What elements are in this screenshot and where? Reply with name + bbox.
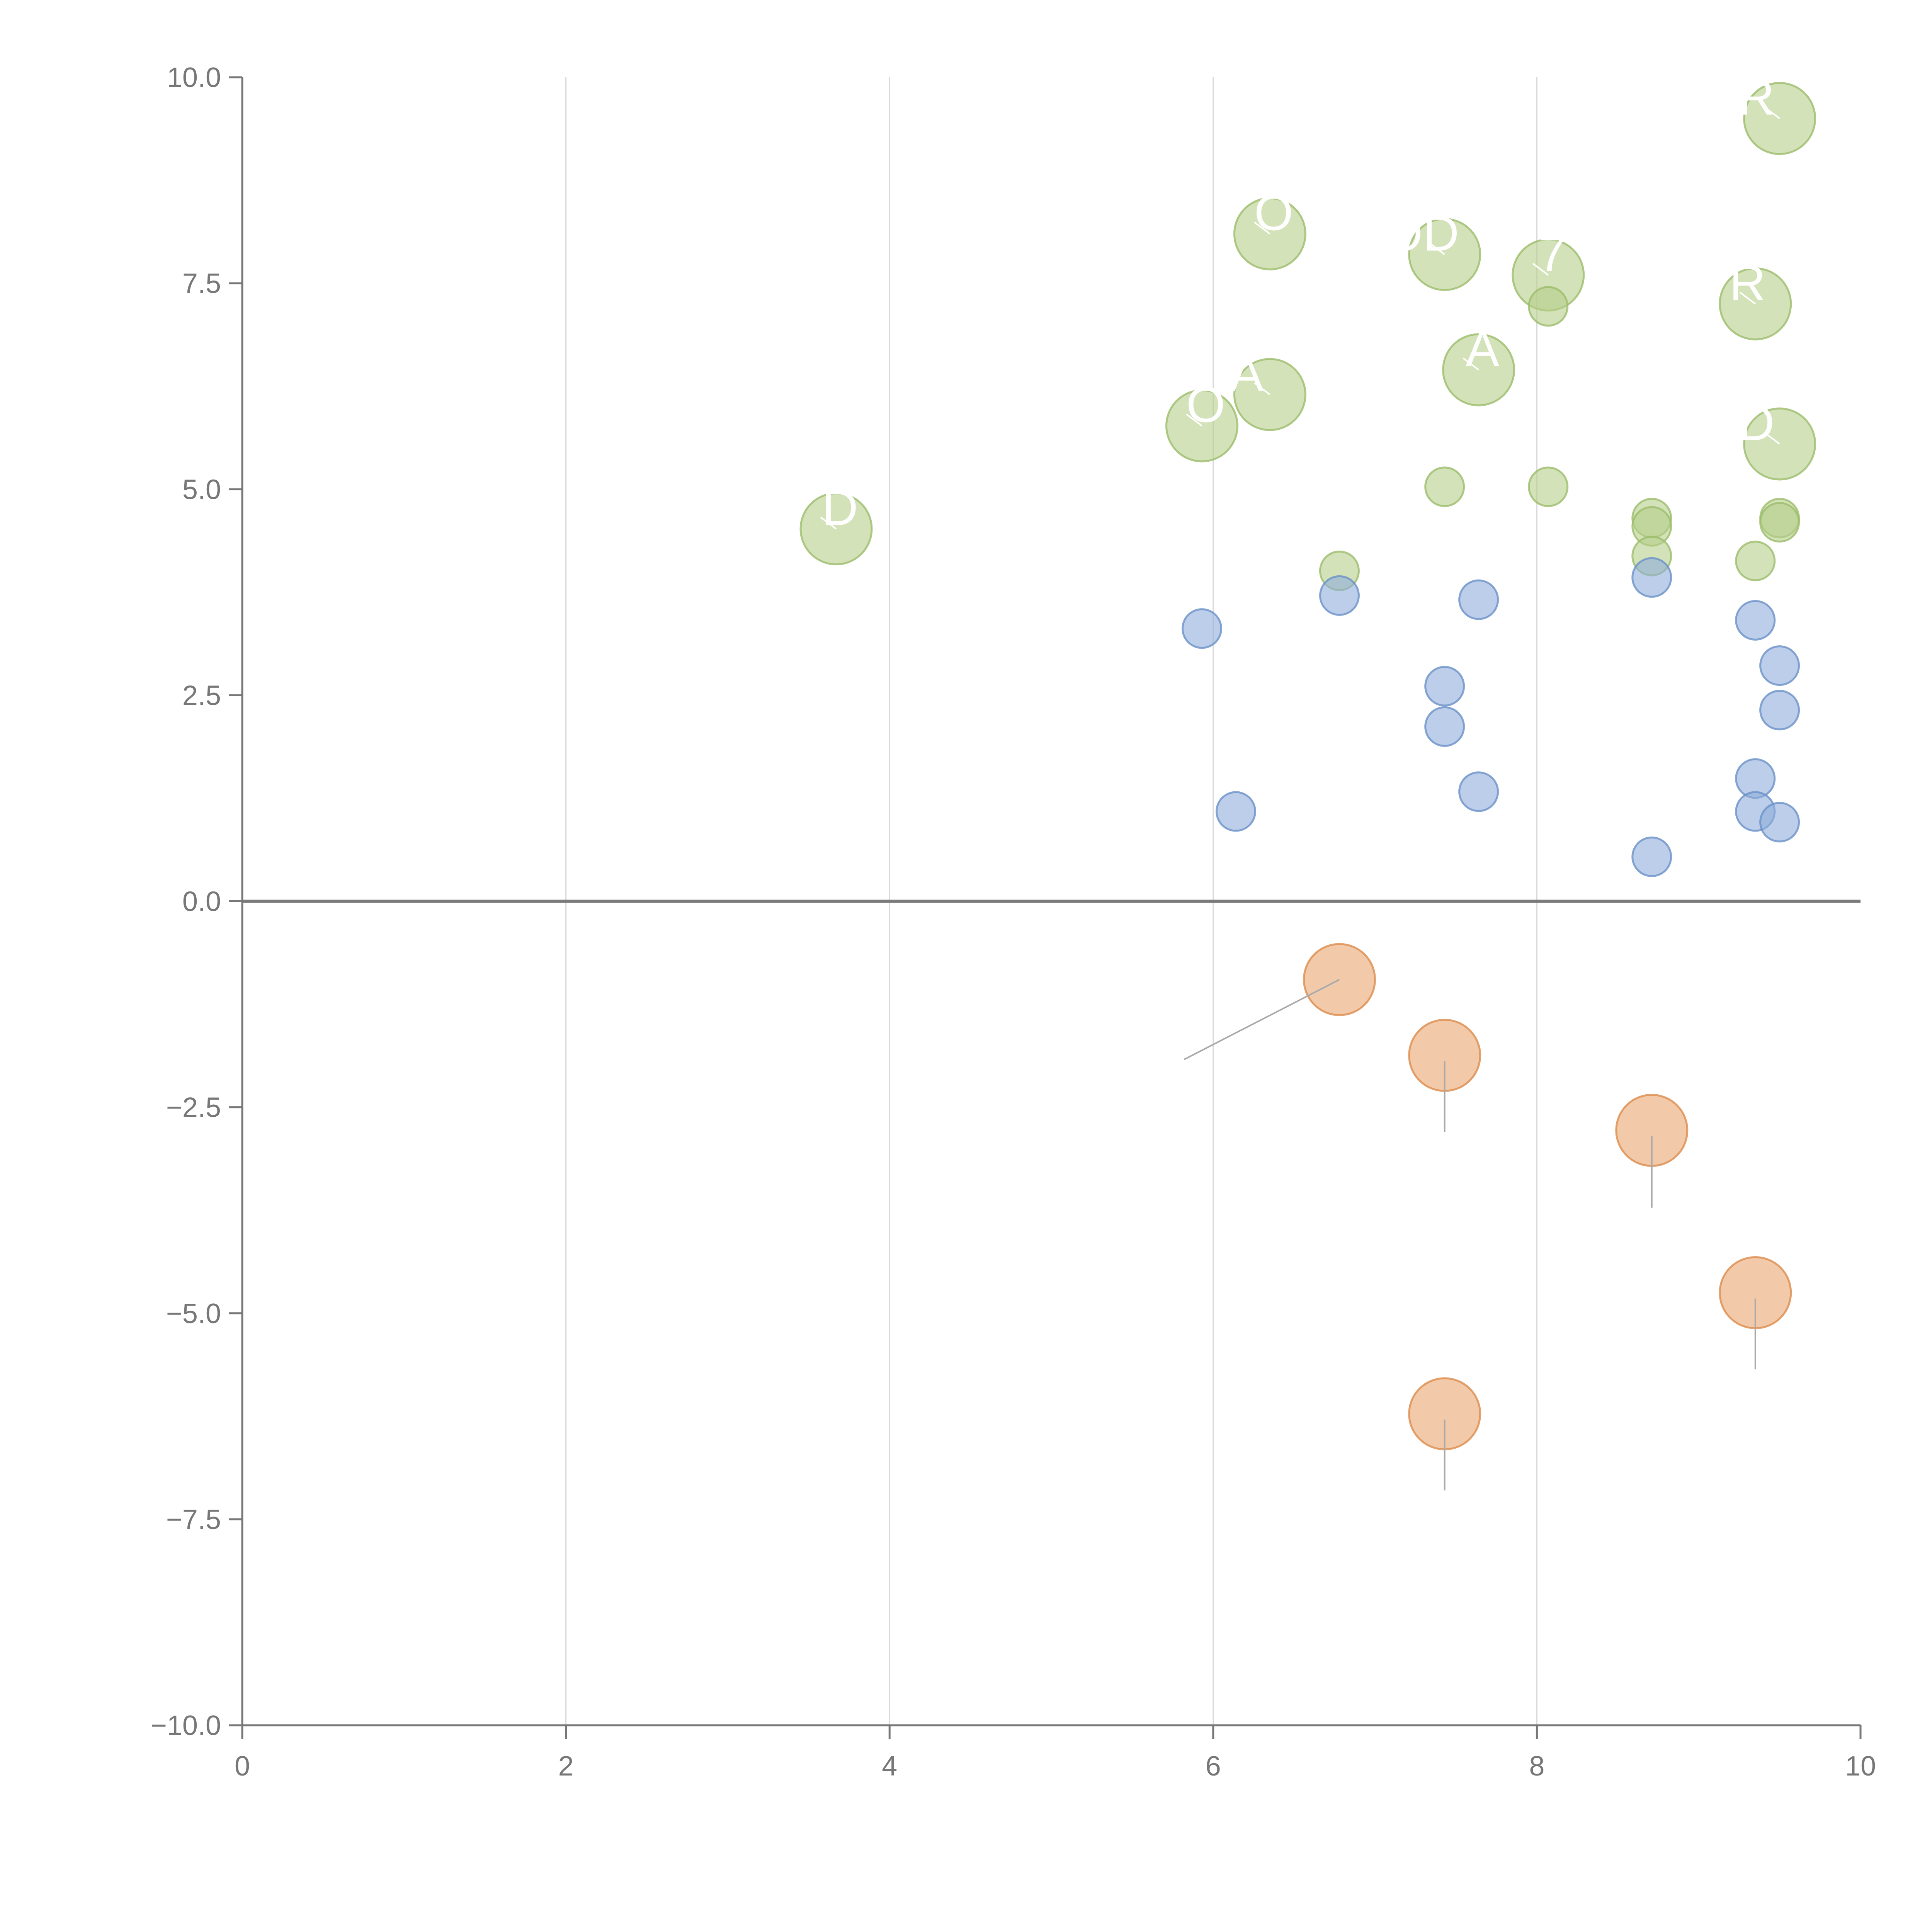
x-tick-label-0: 0 [235, 1751, 250, 1782]
x-tick-label-1: 2 [558, 1751, 574, 1782]
green-large-label-leader-0 [1764, 106, 1780, 119]
blue-point-3 [1735, 600, 1776, 641]
blue-point-0 [1631, 557, 1672, 598]
green-large-label-6: A [1230, 345, 1264, 401]
blue-point-1 [1319, 575, 1360, 616]
y-tick-label-7: −7.5 [166, 1504, 221, 1535]
grid-lines [242, 77, 1861, 1725]
green-large-label-9: D [822, 480, 858, 536]
green-large-label-1: O [1254, 184, 1293, 241]
y-tick-label-5: −2.5 [166, 1092, 221, 1123]
green-large-label-4: TR [1699, 254, 1765, 311]
y-tick-label-1: 7.5 [182, 268, 221, 299]
green-large-label-0: R [1738, 69, 1775, 126]
data-points [799, 82, 1816, 1451]
green-large-label-3: 7 [1538, 226, 1566, 282]
y-tick-label-0: 10.0 [167, 62, 221, 93]
blue-point-13 [1759, 802, 1800, 843]
green-large-label-leader-3 [1532, 263, 1549, 276]
green-large-label-leader-5 [1463, 357, 1479, 371]
green-large-label-5: A [1466, 320, 1499, 377]
green-large-label-leader-2 [1429, 242, 1445, 255]
green-large-label-leader-4 [1739, 291, 1756, 305]
green-large-label-leader-1 [1254, 221, 1270, 235]
green-large-label-7: O [1186, 376, 1225, 433]
green-small-point-2 [1528, 466, 1569, 507]
blue-point-5 [1759, 645, 1800, 686]
green-small-point-7 [1735, 541, 1776, 582]
x-tick-label-5: 10 [1845, 1751, 1876, 1782]
blue-point-7 [1759, 690, 1800, 731]
green-small-point-6 [1759, 502, 1800, 543]
y-tick-label-3: 2.5 [182, 680, 221, 711]
green-large-label-2: OD [1384, 205, 1459, 261]
y-tick-label-8: −10.0 [151, 1710, 221, 1741]
blue-point-6 [1424, 666, 1465, 707]
x-tick-label-4: 8 [1529, 1751, 1544, 1782]
green-large-label-leader-8 [1764, 432, 1780, 445]
green-large-label-8: D [1738, 395, 1775, 451]
orange-leader-0 [1184, 979, 1340, 1060]
blue-point-4 [1181, 608, 1222, 649]
blue-point-2 [1458, 579, 1499, 620]
green-small-point-0 [1528, 286, 1569, 327]
x-tick-label-2: 4 [882, 1751, 897, 1782]
blue-point-10 [1458, 771, 1499, 812]
x-tick-label-3: 6 [1206, 1751, 1221, 1782]
y-tick-label-4: 0.0 [182, 886, 221, 917]
y-tick-label-2: 5.0 [182, 474, 221, 505]
green-large-label-leader-7 [1186, 413, 1202, 427]
blue-point-14 [1631, 836, 1672, 877]
green-large-label-leader-9 [820, 517, 837, 530]
blue-point-8 [1424, 706, 1465, 747]
y-tick-label-6: −5.0 [166, 1298, 221, 1329]
green-small-point-1 [1424, 466, 1465, 507]
blue-point-11 [1215, 791, 1256, 832]
axes: 0 2 4 6 8 10 10.0 7.5 5.0 2.5 0.0 −2.5 −5.0 −7.5 −10.0 [151, 62, 1876, 1782]
green-large-label-leader-6 [1254, 382, 1270, 395]
